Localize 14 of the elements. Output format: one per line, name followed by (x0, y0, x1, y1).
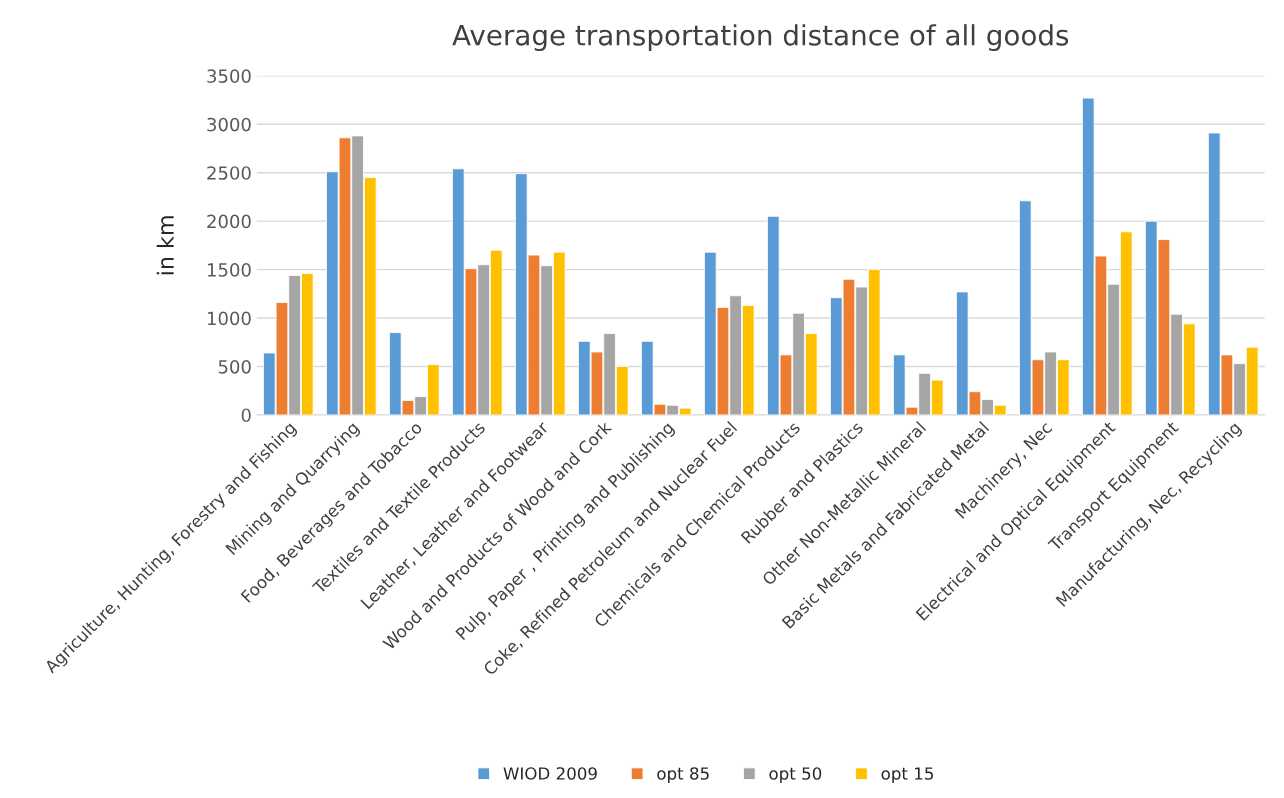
legend-label: opt 15 (881, 767, 933, 783)
y-tick-label: 2500 (207, 166, 251, 180)
y-tick-label: 3500 (207, 69, 251, 83)
y-tick-label: 2000 (207, 214, 251, 229)
y-tick-label: 1000 (207, 311, 251, 326)
legend-label: opt 85 (657, 767, 709, 783)
legend-label: WIOD 2009 (503, 767, 597, 780)
y-axis-title: in km (156, 216, 174, 275)
y-tick-label: 0 (241, 408, 251, 423)
y-tick-label: 1500 (207, 263, 251, 277)
legend-label: opt 50 (769, 767, 822, 783)
chart-title: Average transportation distance of all goods (452, 24, 1069, 52)
y-tick-label: 3000 (207, 117, 251, 132)
y-tick-label: 500 (218, 359, 251, 374)
